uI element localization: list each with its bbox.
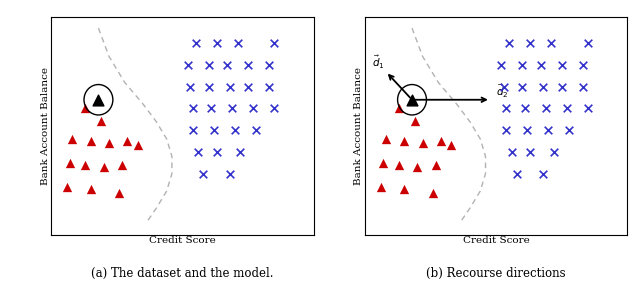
Point <box>525 150 535 154</box>
Point <box>501 128 511 132</box>
Text: $\vec{d}_2$: $\vec{d}_2$ <box>496 82 509 100</box>
Point <box>115 191 125 196</box>
Point <box>541 106 551 111</box>
Point <box>512 171 522 176</box>
Text: $\vec{d}_1$: $\vec{d}_1$ <box>372 54 384 72</box>
Point <box>496 63 506 67</box>
Point <box>504 41 515 45</box>
Y-axis label: Bank Account Balance: Bank Account Balance <box>41 67 50 185</box>
Point <box>185 84 195 89</box>
Point <box>86 139 96 143</box>
Point <box>65 160 75 165</box>
Point <box>269 106 280 111</box>
Point <box>93 98 104 102</box>
Point <box>211 150 221 154</box>
Point <box>122 139 132 143</box>
Point <box>191 41 201 45</box>
Point <box>204 84 214 89</box>
Point <box>428 191 438 196</box>
Point <box>67 137 77 141</box>
X-axis label: Credit Score: Credit Score <box>149 236 216 245</box>
Point <box>80 163 90 167</box>
Point <box>104 141 114 146</box>
Point <box>577 63 588 67</box>
Text: (a) The dataset and the model.: (a) The dataset and the model. <box>91 267 274 280</box>
Point <box>269 41 280 45</box>
Point <box>564 128 575 132</box>
Point <box>501 106 511 111</box>
Point <box>577 84 588 89</box>
Point <box>557 63 567 67</box>
Point <box>557 84 567 89</box>
Point <box>394 163 404 167</box>
Point <box>536 63 546 67</box>
Point <box>522 128 532 132</box>
Point <box>86 186 96 191</box>
Point <box>417 141 428 146</box>
Point <box>80 106 90 111</box>
Point <box>407 98 417 102</box>
Point <box>538 171 548 176</box>
Point <box>211 41 221 45</box>
Point <box>399 139 410 143</box>
Point <box>376 184 386 189</box>
Point <box>204 63 214 67</box>
Point <box>562 106 572 111</box>
Point <box>117 163 127 167</box>
Point <box>546 41 556 45</box>
Point <box>543 128 554 132</box>
Point <box>525 41 535 45</box>
Point <box>248 106 259 111</box>
Point <box>227 106 237 111</box>
Point <box>538 84 548 89</box>
Point <box>96 119 106 124</box>
Point <box>62 184 72 189</box>
Point <box>225 171 235 176</box>
Point <box>222 63 232 67</box>
Point <box>198 171 209 176</box>
Point <box>378 160 388 165</box>
Point <box>507 150 517 154</box>
X-axis label: Credit Score: Credit Score <box>463 236 529 245</box>
Point <box>243 63 253 67</box>
Point <box>499 84 509 89</box>
Point <box>230 128 240 132</box>
Point <box>209 128 219 132</box>
Point <box>436 139 446 143</box>
Point <box>99 165 109 169</box>
Point <box>264 84 274 89</box>
Point <box>394 106 404 111</box>
Point <box>225 84 235 89</box>
Point <box>517 84 527 89</box>
Point <box>243 84 253 89</box>
Point <box>446 143 456 148</box>
Point <box>410 119 420 124</box>
Point <box>399 186 410 191</box>
Point <box>583 106 593 111</box>
Point <box>412 165 422 169</box>
Point <box>182 63 193 67</box>
Point <box>188 128 198 132</box>
Point <box>520 106 530 111</box>
Text: (b) Recourse directions: (b) Recourse directions <box>426 267 566 280</box>
Point <box>188 106 198 111</box>
Point <box>193 150 204 154</box>
Point <box>431 163 441 167</box>
Point <box>517 63 527 67</box>
Point <box>232 41 243 45</box>
Y-axis label: Bank Account Balance: Bank Account Balance <box>355 67 364 185</box>
Point <box>132 143 143 148</box>
Point <box>381 137 391 141</box>
Point <box>548 150 559 154</box>
Point <box>264 63 274 67</box>
Point <box>206 106 216 111</box>
Point <box>251 128 261 132</box>
Point <box>235 150 245 154</box>
Point <box>583 41 593 45</box>
